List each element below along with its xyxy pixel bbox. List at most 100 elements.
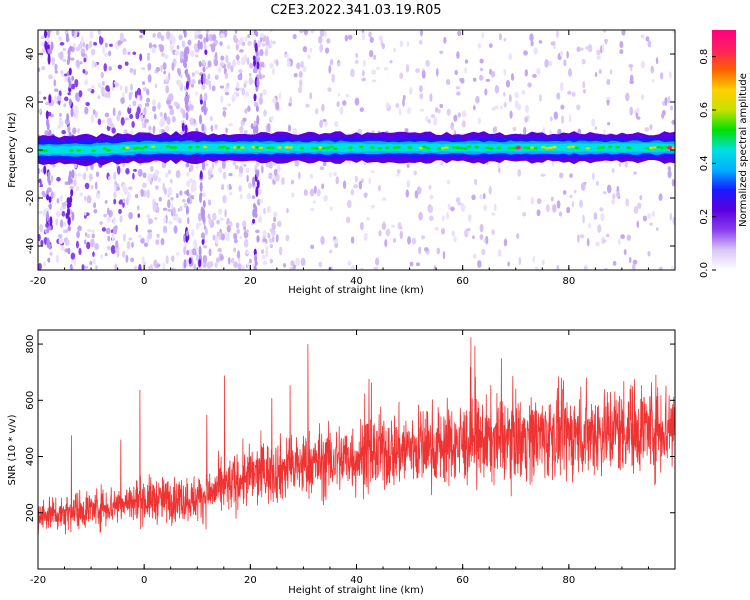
spectrogram-noise-cell: [218, 166, 223, 173]
spectrogram-peak-cell: [511, 146, 516, 150]
spectrogram-noise-cell: [442, 251, 446, 260]
spectrogram-noise-cell: [155, 66, 161, 72]
spectrogram-noise-cell: [38, 67, 41, 73]
spectrogram-noise-cell: [236, 250, 241, 259]
spectrogram-noise-cell: [378, 230, 382, 237]
spectrogram-noise-cell: [175, 252, 180, 256]
spectrogram-noise-cell: [189, 50, 195, 57]
spectrogram-noise-cell: [406, 41, 410, 47]
spectrogram-noise-cell: [165, 31, 171, 40]
spectrogram-noise-cell: [44, 130, 49, 137]
spectrogram-streak-cell: [199, 41, 203, 50]
spectrogram-noise-cell: [451, 230, 456, 237]
spectrogram-noise-cell: [628, 256, 632, 264]
spectrogram-noise-cell: [162, 207, 168, 211]
spectrogram-noise-cell: [74, 78, 79, 88]
snr-panel: -20 0 20 40 60 80 200 400 600 800 Height of strai…: [7, 329, 676, 596]
spectrogram-noise-cell: [226, 44, 231, 50]
spectrogram-noise-cell: [550, 196, 554, 202]
spectrogram-noise-cell: [191, 229, 195, 237]
spectrogram-noise-cell: [315, 108, 319, 115]
spectrogram-noise-cell: [179, 205, 183, 212]
spectrogram-noise-cell: [518, 256, 522, 266]
spectrogram-noise-cell: [669, 212, 673, 221]
spectrogram-noise-cell: [633, 171, 637, 175]
spectrogram-streak-cell: [256, 179, 260, 189]
spectrogram-noise-cell: [59, 51, 64, 61]
spectrogram-noise-cell: [562, 190, 567, 195]
spectrogram-y-axis-label: Frequency (Hz): [7, 112, 18, 188]
spectrogram-peak-cell: [552, 145, 557, 149]
spectrogram-noise-cell: [237, 263, 242, 270]
spectrogram-noise-cell: [58, 90, 62, 97]
spectrogram-noise-cell: [461, 120, 466, 128]
spectrogram-peak-cell: [671, 146, 675, 150]
spectrogram-noise-cell: [45, 222, 50, 228]
spectrogram-noise-cell: [260, 249, 265, 254]
spectrogram-noise-cell: [569, 173, 573, 178]
spectrogram-noise-cell: [481, 248, 486, 256]
spectrogram-noise-cell: [228, 192, 233, 196]
spectrogram-noise-cell: [42, 261, 46, 268]
spectrogram-streak-cell: [47, 53, 51, 65]
spectrogram-noise-cell: [310, 30, 315, 34]
spectrogram-noise-cell: [248, 73, 252, 77]
spectrogram-noise-cell: [323, 194, 328, 202]
spectrogram-noise-cell: [516, 233, 520, 239]
spectrogram-noise-cell: [113, 184, 117, 192]
spectrogram-noise-cell: [443, 36, 447, 44]
spectrogram-noise-cell: [670, 265, 675, 270]
spectrogram-noise-cell: [206, 261, 212, 270]
spectrogram-noise-cell: [416, 186, 422, 195]
spectrogram-noise-cell: [571, 91, 576, 97]
spectrogram-peak-cell: [225, 147, 230, 150]
spectrogram-noise-cell: [98, 36, 104, 45]
spectrogram-noise-cell: [267, 123, 271, 132]
snr-y-tick-label: 400: [25, 447, 36, 466]
spectrogram-peak-cell: [258, 146, 264, 150]
spectrogram-noise-cell: [596, 49, 601, 56]
spectrogram-noise-cell: [672, 216, 675, 225]
spectrogram-noise-cell: [115, 240, 119, 249]
spectrogram-noise-cell: [418, 40, 423, 45]
spectrogram-noise-cell: [170, 204, 174, 210]
spectrogram-streak-cell: [48, 94, 52, 104]
spectrogram-noise-cell: [655, 57, 659, 65]
spectrogram-noise-cell: [89, 260, 93, 266]
spectrogram-axes: -20 0 20 40 60 80 -40 -20 0 20 40: [25, 30, 676, 287]
spectrogram-noise-cell: [152, 203, 157, 213]
spectrogram-noise-cell: [235, 165, 239, 170]
spectrogram-noise-cell: [144, 119, 150, 123]
spectrogram-noise-cell: [110, 245, 116, 254]
spectrogram-noise-cell: [319, 43, 324, 53]
spectrogram-noise-cell: [436, 68, 439, 77]
spectrogram-noise-cell: [57, 124, 62, 129]
spectrogram-noise-cell: [154, 169, 159, 176]
spectrogram-noise-cell: [245, 91, 250, 97]
spectrogram-noise-cell: [93, 208, 98, 214]
spectrogram-noise-cell: [509, 110, 513, 119]
spectrogram-noise-cell: [147, 232, 153, 240]
spectrogram-noise-cell: [268, 174, 271, 179]
spectrogram-noise-cell: [140, 114, 144, 123]
spectrogram-noise-cell: [133, 168, 137, 172]
spectrogram-y-tick-label: -20: [25, 190, 36, 206]
spectrogram-noise-cell: [219, 85, 225, 89]
spectrogram-noise-cell: [507, 261, 510, 267]
spectrogram-noise-cell: [193, 263, 196, 270]
spectrogram-streak-cell: [203, 100, 207, 111]
spectrogram-noise-cell: [587, 44, 593, 53]
spectrogram-noise-cell: [503, 238, 508, 247]
spectrogram-noise-cell: [271, 222, 276, 231]
spectrogram-noise-cell: [649, 124, 653, 131]
spectrogram-noise-cell: [125, 168, 130, 175]
spectrogram-noise-cell: [347, 34, 353, 40]
spectrogram-noise-cell: [214, 58, 219, 67]
spectrogram-noise-cell: [267, 161, 273, 169]
spectrogram-noise-cell: [441, 214, 445, 222]
spectrogram-noise-cell: [276, 220, 282, 228]
spectrogram-noise-cell: [568, 68, 573, 77]
spectrogram-noise-cell: [130, 257, 134, 263]
spectrogram-noise-cell: [525, 104, 529, 114]
spectrogram-noise-cell: [580, 47, 584, 51]
